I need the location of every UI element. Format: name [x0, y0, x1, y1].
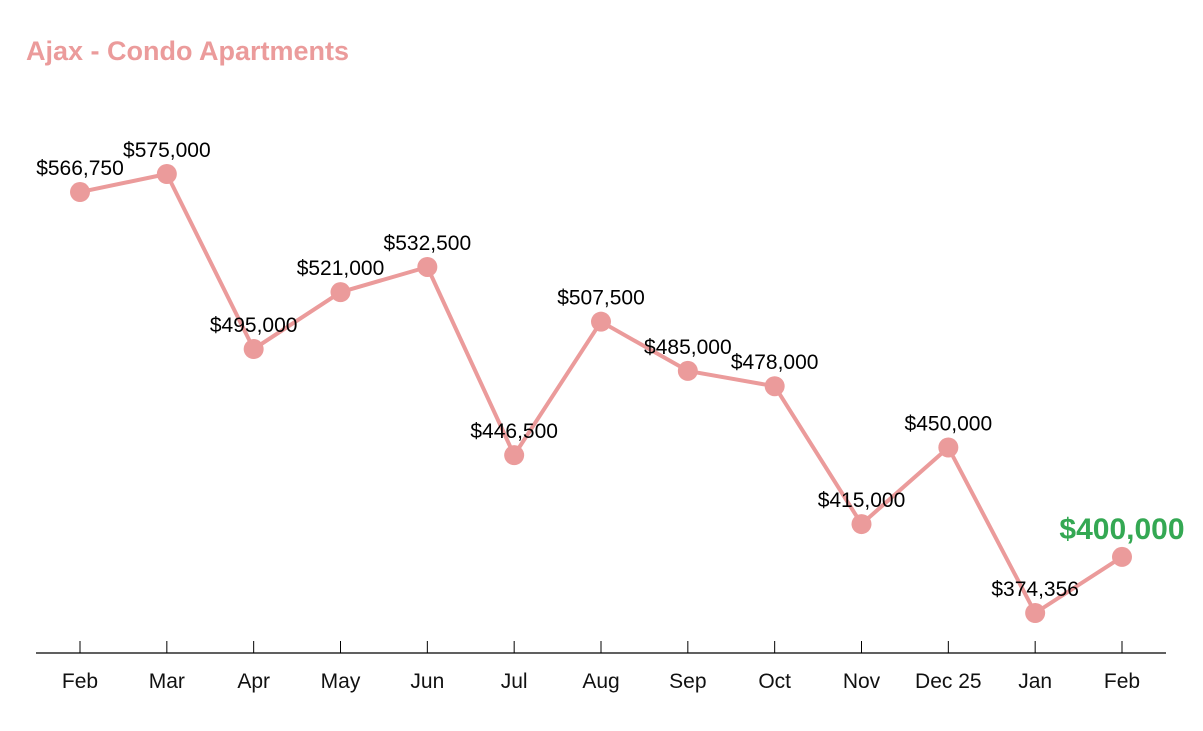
- data-label: $495,000: [210, 314, 298, 337]
- data-point: [70, 182, 90, 203]
- x-tick-label: Mar: [149, 670, 185, 693]
- x-tick-label: Aug: [582, 670, 619, 693]
- x-tick-label: Nov: [843, 670, 881, 693]
- x-tick-label: Dec 25: [915, 670, 982, 693]
- data-label: $478,000: [731, 351, 819, 374]
- x-tick-label: Apr: [237, 670, 270, 693]
- x-tick-label: Feb: [62, 670, 98, 693]
- data-point: [677, 360, 698, 381]
- highlight-value-label: $400,000: [1059, 513, 1184, 546]
- data-label-group: $566,750$575,000 $495,000 $521,000$532,500…: [36, 139, 1184, 601]
- data-label: $566,750: [36, 157, 124, 180]
- data-label: $485,000: [644, 336, 732, 359]
- x-tick-label: Jun: [410, 670, 444, 693]
- data-point: [417, 256, 438, 277]
- chart-title: Ajax - Condo Apartments: [26, 36, 350, 66]
- data-label: $374,356: [991, 578, 1079, 601]
- data-label: $521,000: [297, 257, 385, 280]
- data-label: $532,500: [384, 232, 472, 255]
- x-tick-label: Oct: [758, 670, 791, 693]
- x-tick-label: Feb: [1104, 670, 1140, 693]
- data-point: [243, 339, 264, 360]
- data-label: $415,000: [818, 489, 906, 512]
- data-point: [330, 282, 351, 303]
- x-axis: Feb Mar Apr May Jun Jul Aug Sep Oct Nov Dec 25 Jan F…: [36, 641, 1166, 693]
- x-tick-label: Jan: [1018, 670, 1052, 693]
- data-label: $575,000: [123, 139, 211, 162]
- series-line: [79, 172, 1124, 615]
- data-point: [156, 164, 177, 184]
- data-label: $450,000: [905, 412, 993, 435]
- data-label: $446,500: [470, 420, 558, 443]
- x-tick-label: Jul: [501, 670, 528, 693]
- x-tick-label: May: [321, 670, 361, 693]
- x-tick-label: Sep: [669, 670, 706, 693]
- series-line-group: [79, 172, 1124, 615]
- data-point: [591, 311, 611, 332]
- data-point: [1025, 603, 1046, 623]
- marker-group: [70, 164, 1132, 623]
- data-point: [851, 514, 872, 535]
- data-point: [1112, 546, 1132, 567]
- data-point: [938, 437, 959, 458]
- data-label: $507,500: [557, 287, 645, 310]
- data-point: [504, 445, 525, 466]
- data-point: [764, 376, 785, 397]
